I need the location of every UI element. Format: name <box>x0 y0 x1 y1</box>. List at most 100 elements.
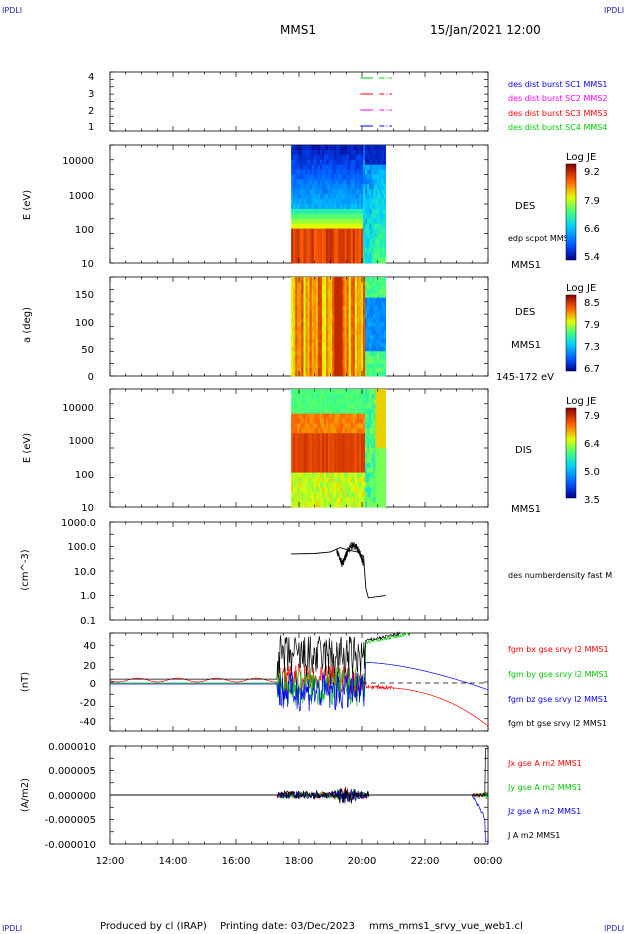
heatmap-cell <box>356 371 360 377</box>
heatmap-cell <box>323 423 327 429</box>
heatmap-cell <box>311 403 315 410</box>
heatmap-cell <box>383 403 387 410</box>
heatmap-cell <box>377 318 380 323</box>
heatmap-cell <box>315 462 319 469</box>
heatmap-cell <box>330 189 333 195</box>
heatmap-cell <box>321 338 325 344</box>
heatmap-cell <box>330 213 333 220</box>
heatmap-cell <box>332 174 335 180</box>
heatmap-cell <box>383 289 387 294</box>
heatmap-cell <box>352 482 356 488</box>
heatmap-cell <box>350 467 354 473</box>
heatmap-cell <box>301 443 304 449</box>
heatmap-cell <box>350 223 354 229</box>
heatmap-cell <box>328 326 331 332</box>
heatmap-cell <box>379 164 382 170</box>
heatmap-cell <box>346 184 350 190</box>
heatmap-cell <box>342 322 345 327</box>
heatmap-cell <box>342 351 345 356</box>
heatmap-cell <box>346 389 350 395</box>
heatmap-cell <box>348 371 352 377</box>
heatmap-cell <box>379 194 382 200</box>
heatmap-cell <box>307 487 311 493</box>
heatmap-cell <box>369 179 372 185</box>
heatmap-cell <box>326 363 329 369</box>
heatmap-cell <box>371 297 374 303</box>
heatmap-cell <box>309 492 313 498</box>
heatmap-cell <box>360 159 364 166</box>
heatmap-cell <box>358 492 362 498</box>
heatmap-cell <box>356 145 360 151</box>
heatmap-cell <box>319 457 323 464</box>
heatmap-cell <box>346 438 350 444</box>
heatmap-cell <box>346 467 350 473</box>
heatmap-cell <box>363 184 366 190</box>
heatmap-cell <box>367 310 370 315</box>
heatmap-cell <box>346 199 350 205</box>
heatmap-cell <box>354 363 358 369</box>
heatmap-cell <box>338 462 341 469</box>
heatmap-cell <box>350 351 354 356</box>
heatmap-cell <box>381 248 384 254</box>
heatmap-cell <box>365 477 368 483</box>
heatmap-cell <box>297 423 300 429</box>
heatmap-cell <box>350 477 354 483</box>
heatmap-cell <box>377 482 380 488</box>
heatmap-cell <box>375 223 378 229</box>
heatmap-cell <box>307 413 311 419</box>
heatmap-cell <box>379 184 382 190</box>
heatmap-cell <box>326 145 329 151</box>
heatmap-cell <box>360 467 364 473</box>
heatmap-cell <box>334 189 337 195</box>
heatmap-cell <box>319 338 323 344</box>
heatmap-cell <box>375 179 378 185</box>
heatmap-cell <box>346 289 350 294</box>
heatmap-cell <box>381 314 384 319</box>
heatmap-cell <box>381 457 384 464</box>
heatmap-cell <box>340 351 343 356</box>
heatmap-cell <box>383 159 387 166</box>
heatmap-cell <box>332 194 335 200</box>
heatmap-cell <box>323 174 327 180</box>
heatmap-cell <box>291 367 294 373</box>
heatmap-cell <box>381 179 384 185</box>
heatmap-cell <box>334 208 337 215</box>
heatmap-cell <box>336 492 339 498</box>
heatmap-cell <box>348 213 352 220</box>
heatmap-cell <box>367 322 370 327</box>
heatmap-cell <box>344 482 347 488</box>
heatmap-cell <box>346 169 350 175</box>
heatmap-cell <box>338 281 341 286</box>
heatmap-cell <box>360 433 364 439</box>
heatmap-cell <box>334 228 337 234</box>
heatmap-cell <box>369 393 372 400</box>
heatmap-cell <box>309 223 313 229</box>
heatmap-cell <box>367 334 370 340</box>
heatmap-cell <box>346 347 350 352</box>
heatmap-cell <box>367 438 370 444</box>
heatmap-cell <box>377 258 380 264</box>
heatmap-cell <box>352 367 356 373</box>
heatmap-cell <box>342 169 345 175</box>
heatmap-cell <box>332 438 335 444</box>
heatmap-cell <box>299 326 302 332</box>
heatmap-cell <box>299 467 302 473</box>
heatmap-cell <box>305 184 308 190</box>
heatmap-cell <box>346 159 350 166</box>
heatmap-cell <box>369 189 372 195</box>
heatmap-cell <box>367 467 370 473</box>
heatmap-cell <box>363 423 366 429</box>
heatmap-cell <box>338 169 341 175</box>
heatmap-cell <box>348 423 352 429</box>
heatmap-cell <box>356 355 360 360</box>
heatmap-cell <box>344 293 347 299</box>
heatmap-cell <box>297 393 300 400</box>
heatmap-cell <box>377 145 380 151</box>
heatmap-cell <box>326 351 329 356</box>
heatmap-cell <box>293 305 296 311</box>
heatmap-cell <box>334 467 337 473</box>
heatmap-cell <box>295 330 298 336</box>
heatmap-cell <box>379 189 382 195</box>
heatmap-cell <box>367 502 370 508</box>
heatmap-cell <box>348 393 352 400</box>
